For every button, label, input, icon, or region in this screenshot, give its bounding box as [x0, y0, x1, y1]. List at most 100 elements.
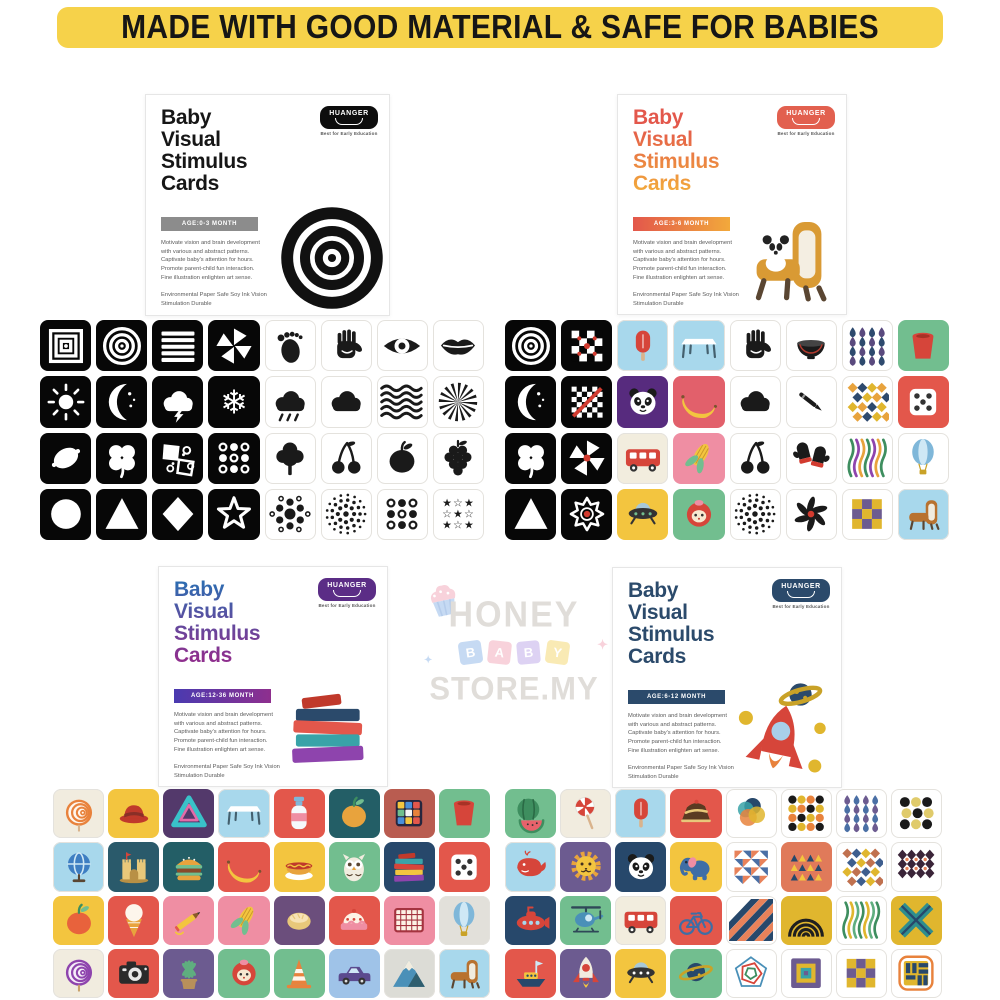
card-storm-cloud	[152, 376, 204, 428]
card-radial-dots	[320, 488, 372, 540]
svg-text:★: ★	[454, 508, 464, 521]
age-badge: AGE:12-36 MONTH	[174, 689, 271, 703]
card-dots-grid	[376, 488, 428, 540]
card-abstract-squares	[152, 432, 204, 484]
huanger-logo-icon: HUANGER	[320, 106, 378, 129]
card-tree	[264, 432, 316, 484]
card-car	[328, 948, 380, 998]
card-sun	[40, 376, 92, 428]
card-baby-bottle	[273, 789, 325, 839]
card-arcs	[780, 895, 832, 945]
card-potted-plant	[163, 948, 215, 998]
card-submarine	[505, 895, 557, 945]
card-bus	[617, 432, 669, 484]
card-bananas	[218, 842, 270, 892]
card-drops-pattern	[841, 320, 893, 372]
pack-12-36-month: Baby Visual Stimulus Cards HUANGER Best …	[158, 566, 388, 787]
card-ufo	[617, 488, 669, 540]
card-spiral-ball	[53, 948, 105, 998]
card-octagon-flower	[561, 488, 613, 540]
card-armchair	[897, 488, 949, 540]
card-concentric-squares	[40, 320, 92, 372]
card-persimmon	[328, 789, 380, 839]
card-bicycle	[670, 895, 722, 945]
brand-tagline: Best for Early Education	[320, 131, 378, 136]
card-tomato	[53, 895, 105, 945]
card-globe	[53, 842, 105, 892]
card-popsicle	[617, 320, 669, 372]
card-books	[383, 842, 435, 892]
baby-block: B	[457, 639, 484, 666]
card-clover	[96, 432, 148, 484]
card-waves-pattern	[376, 376, 428, 428]
brand-tagline: Best for Early Education	[318, 603, 376, 608]
card-corn	[218, 895, 270, 945]
watermark: HONEY B A B Y ✦ ✦ STORE.MY	[424, 584, 608, 707]
card-mountain	[383, 948, 435, 998]
card-snowflake: ❄	[208, 376, 260, 428]
card-grid-pattern	[890, 948, 942, 998]
svg-text:★: ★	[464, 519, 474, 532]
card-star	[208, 488, 260, 540]
card-stars-grid: ★ ☆ ★ ☆ ★ ☆ ★ ☆ ★	[432, 488, 484, 540]
svg-text:☆: ☆	[454, 497, 464, 510]
card-dot-columns	[780, 789, 832, 839]
card-elephant	[670, 842, 722, 892]
card-diagonal-stripes	[725, 895, 777, 945]
card-hot-air-balloon	[438, 895, 490, 945]
card-bananas	[673, 376, 725, 428]
card-wavy-stripes	[841, 432, 893, 484]
card-stripes	[152, 320, 204, 372]
card-apple	[376, 432, 428, 484]
smile-icon	[333, 590, 361, 598]
pack-6-12-month: Baby Visual Stimulus Cards HUANGER Best …	[612, 567, 842, 788]
card-drops-pattern	[835, 789, 887, 839]
card-table	[218, 789, 270, 839]
card-camera	[108, 948, 160, 998]
card-concentric-squares-color	[780, 948, 832, 998]
card-cube-pattern	[841, 376, 893, 428]
card-lips	[432, 320, 484, 372]
watermark-line2: STORE.MY	[429, 670, 599, 707]
baby-block: B	[516, 640, 541, 665]
card-sandcastle	[108, 842, 160, 892]
card-x-cross	[890, 895, 942, 945]
card-bowl	[785, 320, 837, 372]
card-pen	[785, 376, 837, 428]
card-pinwheel	[208, 320, 260, 372]
card-rocket	[560, 948, 612, 998]
pack-3-6-month: Baby Visual Stimulus Cards HUANGER Best …	[617, 94, 847, 315]
armchair-panda-illustration	[741, 210, 837, 306]
card-candy	[560, 789, 612, 839]
card-cube-pattern	[835, 842, 887, 892]
card-triangle-rows	[780, 842, 832, 892]
card-overlap-circles	[725, 789, 777, 839]
card-hat	[108, 789, 160, 839]
card-wavy-lines	[835, 895, 887, 945]
banner-text: MADE WITH GOOD MATERIAL & SAFE FOR BABIE…	[121, 8, 879, 46]
card-triangle	[505, 488, 557, 540]
pack-title: Baby Visual Stimulus Cards	[174, 578, 289, 667]
card-cloud	[320, 376, 372, 428]
card-owl	[328, 842, 380, 892]
card-footprint	[264, 320, 316, 372]
card-abacus	[383, 895, 435, 945]
brand-tagline: Best for Early Education	[772, 604, 830, 609]
card-lion	[560, 842, 612, 892]
card-circle	[40, 488, 92, 540]
card-hamburger	[163, 842, 215, 892]
pack-description: Motivate vision and brain development wi…	[633, 240, 739, 307]
card-dice	[438, 842, 490, 892]
card-helicopter	[560, 895, 612, 945]
card-mittens	[785, 432, 837, 484]
svg-text:★: ★	[464, 497, 474, 510]
card-rain-cloud	[264, 376, 316, 428]
pack-description: Motivate vision and brain development wi…	[174, 712, 280, 779]
svg-text:☆: ☆	[464, 508, 474, 521]
card-table	[673, 320, 725, 372]
card-checker-yellow-purple	[841, 488, 893, 540]
card-bucket	[438, 789, 490, 839]
target-illustration	[278, 204, 386, 312]
brand-logo: HUANGER Best for Early Education	[320, 106, 378, 136]
card-boat	[505, 948, 557, 998]
